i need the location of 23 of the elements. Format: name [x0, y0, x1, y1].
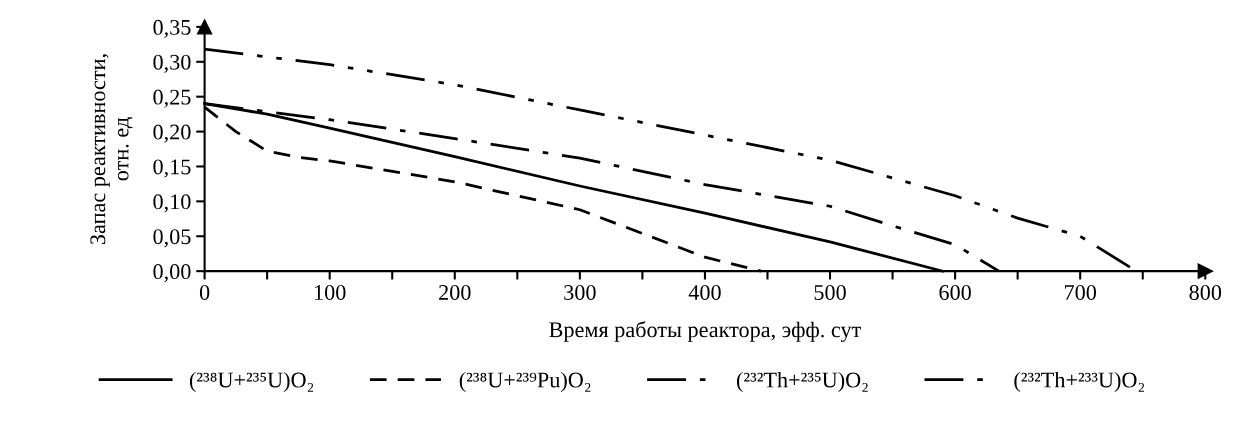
x-tick-label: 700	[1064, 284, 1097, 300]
x-tick-label: 100	[314, 284, 346, 300]
y-tick-label: 0,05	[153, 229, 191, 248]
y-tick-label: 0,20	[153, 124, 191, 143]
y-tick-label: 0,25	[153, 89, 191, 108]
y-tick-label: 0,10	[153, 194, 191, 213]
y-tick-label: 0,15	[153, 159, 191, 178]
x-tick-label: 400	[688, 284, 721, 300]
x-tick-label: 300	[564, 284, 596, 300]
legend-label: (²³²Th+²³³U)O₂	[1014, 371, 1145, 393]
legend-label: (²³⁸U+²³⁹Pu)O₂	[459, 371, 591, 393]
x-axis-title: Время работы реактора, эфф. сут	[549, 321, 861, 342]
x-tick-label: 200	[439, 284, 471, 300]
y-axis-title: Запас реактивности, отн. ед	[90, 54, 133, 245]
y-tick-label: 0,30	[153, 54, 191, 73]
legend-label: (²³²Th+²³⁵U)O₂	[737, 371, 868, 393]
legend-label: (²³⁸U+²³⁵U)O₂	[189, 371, 314, 393]
x-tick-label: 0	[199, 284, 210, 300]
x-tick-label: 800	[1189, 284, 1222, 300]
x-tick-label: 500	[814, 284, 846, 300]
y-tick-label: 0,00	[153, 264, 191, 283]
x-tick-label: 600	[939, 284, 971, 300]
y-tick-label: 0,35	[153, 19, 191, 39]
